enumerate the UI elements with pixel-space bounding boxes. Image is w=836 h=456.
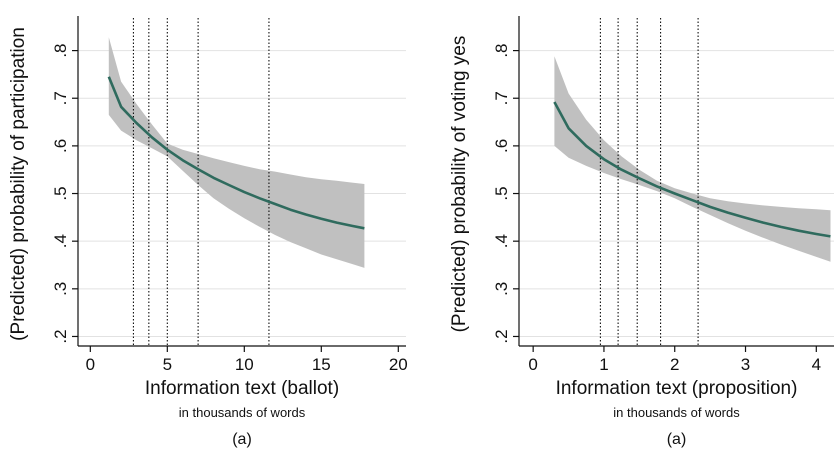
x-tick-label: 15 (312, 355, 331, 374)
y-tick-label: .5 (492, 186, 511, 200)
predicted-line (553, 101, 831, 238)
y-tick-label: .5 (51, 186, 70, 200)
y-ticks: .2 .3 .4 .5 .6 .7 .8 (492, 43, 519, 344)
x-tick-label: 2 (670, 355, 679, 374)
y-tick-label: .4 (51, 234, 70, 248)
x-axis-sublabel: in thousands of words (179, 405, 306, 420)
y-axis-label: (Predicted) probability of voting yes (449, 36, 470, 333)
reference-lines (599, 18, 699, 346)
y-tick-label: .6 (492, 139, 511, 153)
x-tick-label: 4 (812, 355, 821, 374)
reference-lines (132, 18, 270, 346)
chart-voting-yes: .2 .3 .4 .5 .6 .7 .8 0 1 2 3 4 (Predicted) probabi… (449, 16, 834, 448)
y-tick-label: .6 (51, 139, 70, 153)
y-tick-label: .8 (492, 43, 511, 57)
x-ticks: 0 1 2 3 4 (528, 346, 821, 374)
x-tick-label: 10 (235, 355, 254, 374)
x-ticks: 0 5 10 15 20 (86, 346, 408, 374)
y-tick-label: .4 (492, 234, 511, 248)
y-tick-label: .3 (492, 282, 511, 296)
x-tick-label: 5 (163, 355, 172, 374)
predicted-line (107, 76, 365, 230)
chart-participation: .2 .3 .4 .5 .6 .7 .8 0 5 10 15 20 (Predicted) prob… (8, 16, 408, 448)
confidence-band (554, 56, 831, 262)
panel-label: (a) (667, 431, 687, 448)
x-tick-label: 1 (599, 355, 608, 374)
x-tick-label: 20 (389, 355, 408, 374)
confidence-band (108, 37, 365, 268)
y-tick-label: .8 (51, 43, 70, 57)
panel-label: (a) (232, 431, 252, 448)
x-axis-label: Information text (proposition) (556, 378, 798, 399)
axes (77, 16, 406, 347)
x-tick-label: 3 (741, 355, 750, 374)
grid-lines (78, 50, 406, 337)
axes (518, 16, 834, 347)
x-axis-label: Information text (ballot) (145, 378, 339, 399)
y-axis-label: (Predicted) probability of participation (8, 27, 29, 341)
y-tick-label: .2 (492, 329, 511, 343)
y-tick-label: .3 (51, 282, 70, 296)
x-tick-label: 0 (528, 355, 537, 374)
y-ticks: .2 .3 .4 .5 .6 .7 .8 (51, 43, 78, 344)
x-axis-sublabel: in thousands of words (613, 405, 740, 420)
y-tick-label: .7 (51, 91, 70, 105)
x-tick-label: 0 (86, 355, 95, 374)
y-tick-label: .2 (51, 329, 70, 343)
y-tick-label: .7 (492, 91, 511, 105)
